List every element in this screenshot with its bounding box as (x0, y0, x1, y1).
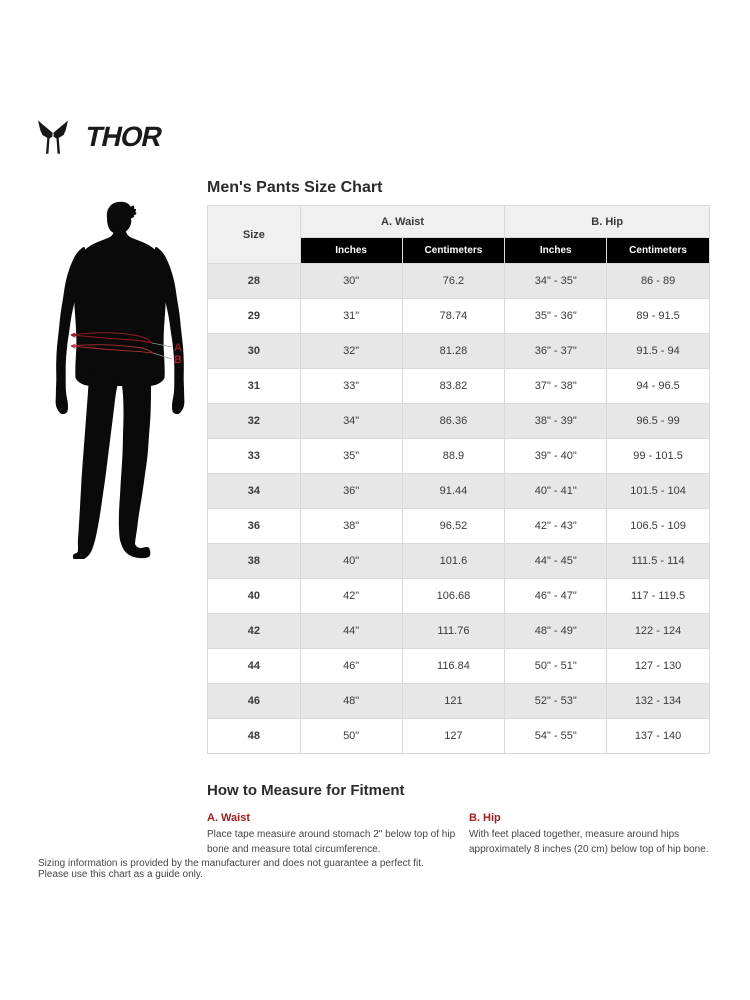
svg-text:A: A (174, 342, 182, 354)
svg-text:B: B (174, 354, 182, 366)
svg-text:THOR: THOR (83, 120, 166, 152)
